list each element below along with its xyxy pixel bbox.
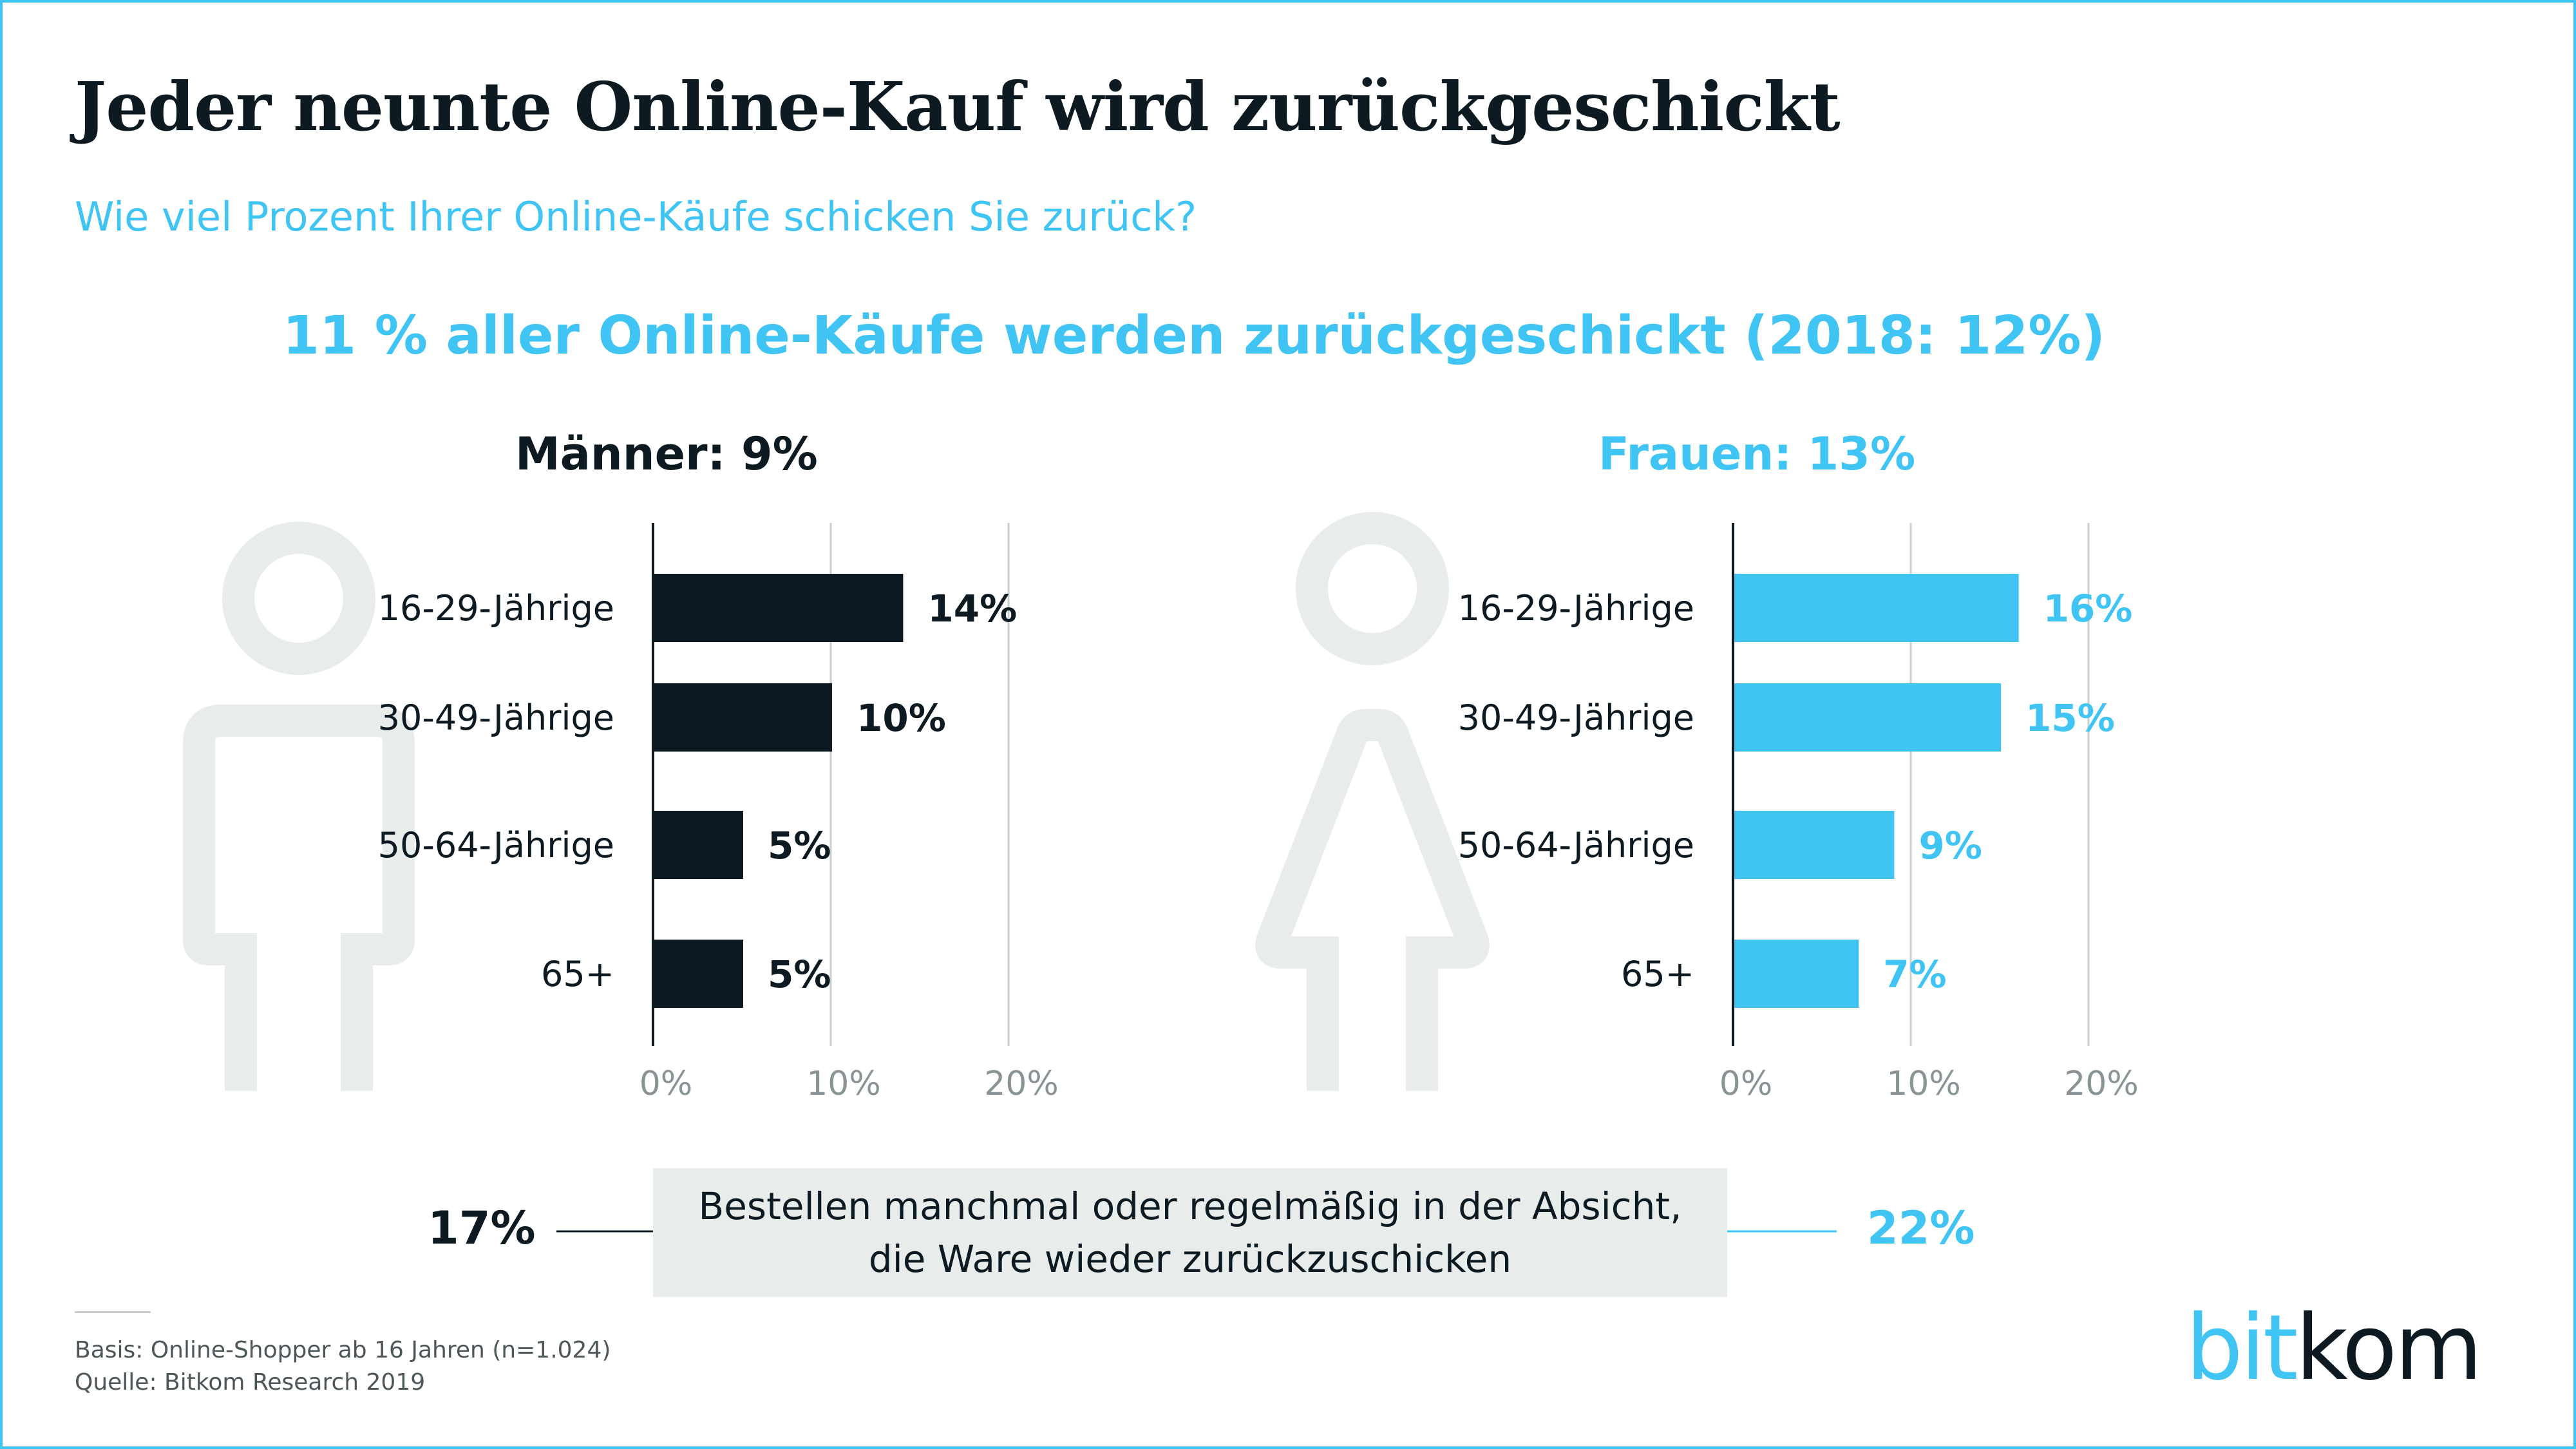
men-chart-title: Männer: 9% [515, 428, 818, 480]
women-category-label: 50-64-Jährige [1458, 825, 1694, 866]
logo-part-bit: bit [2186, 1296, 2298, 1401]
intent-text-line2: die Ware wieder zurückzuschicken [868, 1237, 1512, 1281]
men-intent-value: 17% [428, 1202, 536, 1255]
men-category-label: 65+ [541, 954, 614, 994]
women-tick-label: 0% [1719, 1065, 1773, 1103]
women-bar [1734, 574, 2019, 642]
woman-icon [1255, 512, 1490, 1091]
men-bar [654, 811, 743, 879]
men-category-label: 30-49-Jährige [378, 697, 614, 738]
intent-box: Bestellen manchmal oder regelmäßig in de… [653, 1168, 1727, 1297]
women-bar [1734, 940, 1859, 1008]
bitkom-logo: bitkom [2186, 1303, 2483, 1394]
headline-stat: 11 % aller Online-Käufe werden zurückges… [283, 305, 2105, 366]
logo-part-kom: kom [2295, 1296, 2483, 1401]
women-bar [1734, 811, 1895, 879]
charts-canvas: 0% 10% 20% 16-29-Jährige 14% 30-49-Jährige 10%… [183, 512, 2139, 1233]
intent-text-line1: Bestellen manchmal oder regelmäßig in de… [698, 1184, 1682, 1228]
men-value-label: 14% [927, 587, 1017, 630]
women-category-label: 16-29-Jährige [1458, 588, 1694, 629]
women-bar [1734, 683, 2001, 752]
footer-source: Quelle: Bitkom Research 2019 [75, 1369, 426, 1396]
men-bar [654, 940, 743, 1008]
men-tick-label: 0% [639, 1065, 693, 1103]
women-tick-label: 20% [2064, 1065, 2139, 1103]
women-tick-label: 10% [1886, 1065, 1961, 1103]
page-title: Jeder neunte Online-Kauf wird zurückgesc… [75, 67, 1841, 146]
man-icon [183, 522, 415, 1091]
men-tick-label: 10% [806, 1065, 881, 1103]
footer-divider [75, 1311, 151, 1313]
men-value-label: 10% [857, 696, 946, 740]
footer-basis: Basis: Online-Shopper ab 16 Jahren (n=1.… [75, 1337, 611, 1363]
women-category-label: 30-49-Jährige [1458, 697, 1694, 738]
men-tick-label: 20% [984, 1065, 1059, 1103]
women-value-label: 7% [1883, 952, 1946, 996]
men-value-label: 5% [768, 952, 831, 996]
women-bar-chart: 0% 10% 20% 16-29-Jährige 16% 30-49-Jährige 15%… [1458, 523, 2139, 1103]
men-category-label: 50-64-Jährige [378, 825, 614, 866]
men-category-label: 16-29-Jährige [378, 588, 614, 629]
women-value-label: 15% [2025, 696, 2115, 740]
women-chart-title: Frauen: 13% [1598, 428, 1916, 480]
page-subtitle: Wie viel Prozent Ihrer Online-Käufe schi… [75, 193, 1197, 240]
women-category-label: 65+ [1621, 954, 1694, 994]
women-intent-value: 22% [1867, 1202, 1975, 1255]
women-value-label: 16% [2043, 587, 2133, 630]
men-value-label: 5% [768, 824, 831, 867]
men-bar [654, 683, 832, 752]
men-bar-chart: 0% 10% 20% 16-29-Jährige 14% 30-49-Jährige 10%… [378, 523, 1059, 1103]
women-value-label: 9% [1918, 824, 1982, 867]
men-bar [654, 574, 904, 642]
